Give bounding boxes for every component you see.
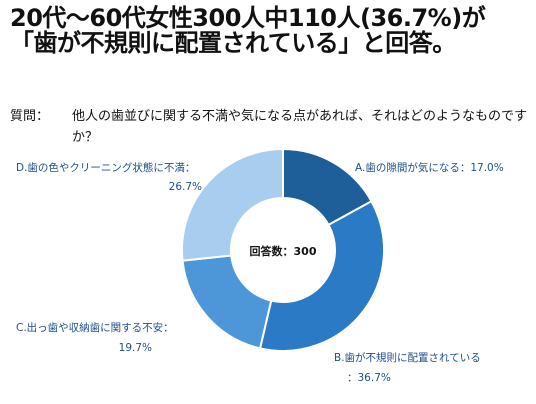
label-slice-b-line2: ：36.7% xyxy=(347,372,391,384)
label-slice-a: A.歯の隙間が気になる：17.0% xyxy=(355,161,504,174)
label-slice-b-line1: B.歯が不規則に配置されている xyxy=(334,351,481,364)
label-slice-c-line2: 19.7% xyxy=(119,342,152,354)
label-slice-d-line2: 26.7% xyxy=(169,181,202,193)
donut-slice-c xyxy=(181,254,273,350)
headline: 20代〜60代女性300人中110人(36.7%)が「歯が不規則に配置されている… xyxy=(10,4,486,57)
donut-slice-d xyxy=(181,147,284,262)
donut-slices xyxy=(181,147,385,352)
label-slice-d-line1: D.歯の色やクリーニング状態に不満： xyxy=(16,161,195,174)
center-label: 回答数：300 xyxy=(250,244,317,258)
question: 質問： 他人の歯並びに関する不満や気になる点があれば、それはどのようなものですか… xyxy=(10,106,530,148)
donut-slice-b xyxy=(258,199,385,352)
question-label: 質問： xyxy=(10,109,50,124)
label-slice-c-line1: C.出っ歯や収納歯に関する不安： xyxy=(16,321,174,334)
question-text: 他人の歯並びに関する不満や気になる点があれば、それはどのようなものですか？ xyxy=(72,109,528,145)
